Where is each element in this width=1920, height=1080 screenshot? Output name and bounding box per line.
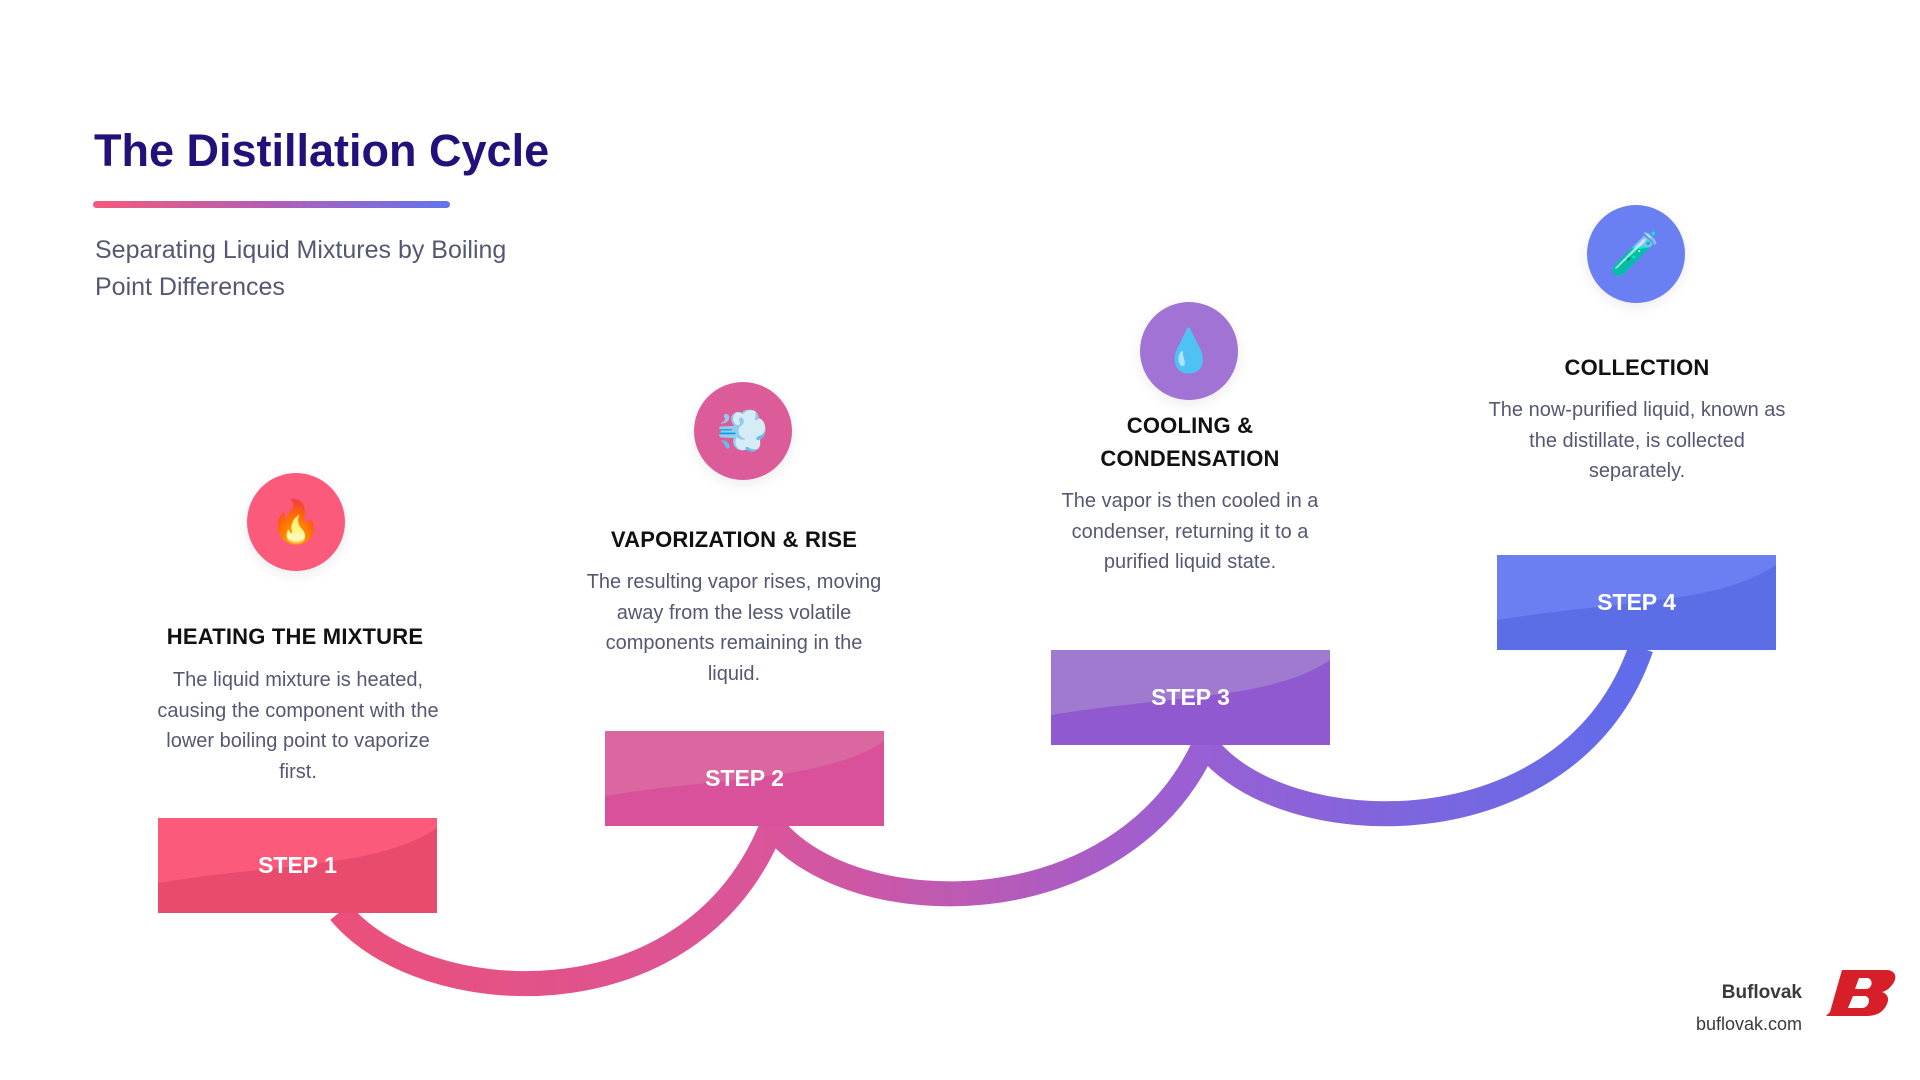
page-title: The Distillation Cycle	[94, 125, 550, 176]
step-2-description: The resulting vapor rises, moving away f…	[586, 571, 882, 685]
brand-block: Buflovak buflovak.com	[1696, 978, 1802, 1040]
step-3-description: The vapor is then cooled in a condenser,…	[1061, 490, 1319, 573]
step-4-label: STEP 4	[1597, 589, 1676, 615]
step-4-box: STEP 4	[1497, 555, 1776, 650]
step-1-box: STEP 1	[158, 818, 437, 913]
page-subtitle: Separating Liquid Mixtures by Boiling Po…	[95, 236, 507, 301]
water-droplet-icon: 💧	[1140, 302, 1238, 400]
brand-name: Buflovak	[1721, 982, 1802, 1003]
arc-step3-to-step4	[1194, 643, 1653, 827]
arc-step2-to-step3	[762, 738, 1217, 907]
arc-step1-to-step2	[330, 821, 784, 997]
vapor-cloud-icon: 💨	[694, 382, 792, 480]
step-4-heading: COLLECTION	[1564, 355, 1710, 380]
buflovak-logo-icon	[1826, 970, 1896, 1016]
step-3-box: STEP 3	[1051, 650, 1330, 745]
step-2-label: STEP 2	[705, 765, 784, 791]
step-4-description: The now-purified liquid, known as the di…	[1488, 399, 1786, 482]
fire-icon: 🔥	[247, 473, 345, 571]
title-underline	[93, 201, 450, 208]
step-1-label: STEP 1	[258, 852, 337, 878]
step-1-heading: HEATING THE MIXTURE	[166, 624, 424, 649]
test-tube-icon: 🧪	[1587, 205, 1685, 303]
step-2-box: STEP 2	[605, 731, 884, 826]
step-3-heading: COOLING & CONDENSATION	[1100, 413, 1280, 471]
step-2-heading: VAPORIZATION & RISE	[610, 527, 858, 552]
brand-url[interactable]: buflovak.com	[1695, 1014, 1802, 1034]
step-3-label: STEP 3	[1151, 684, 1230, 710]
step-1-description: The liquid mixture is heated, causing th…	[157, 669, 439, 783]
